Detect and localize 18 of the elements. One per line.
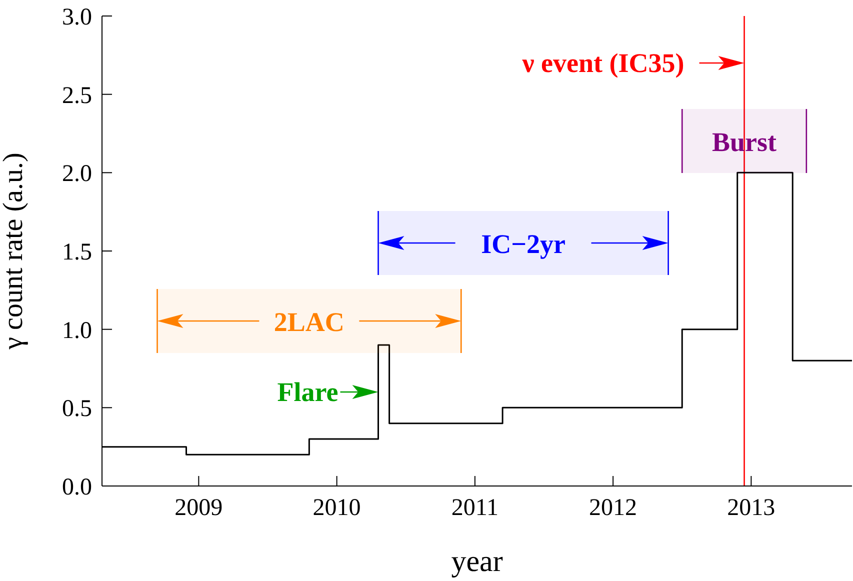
y-tick-label: 0.5: [62, 396, 92, 422]
y-tick-label: 2.0: [62, 161, 92, 188]
y-tick-label: 1.0: [62, 318, 92, 344]
x-axis-title: year: [451, 545, 503, 578]
y-tick-label: 2.5: [62, 82, 92, 109]
band-label: 2LAC: [274, 307, 344, 337]
annotation: Flare: [277, 377, 338, 407]
y-tick-label: 0.0: [62, 474, 92, 501]
y-tick-label: 1.5: [62, 240, 92, 266]
x-tick-label: 2012: [589, 495, 638, 522]
ref-line-label: ν event (IC35): [521, 48, 684, 78]
x-tick-label: 2011: [451, 495, 498, 522]
y-axis-title: γ count rate (a.u.): [0, 152, 29, 350]
x-tick-label: 2013: [727, 495, 776, 522]
y-tick-label: 3.0: [62, 4, 92, 31]
band-label: IC−2yr: [481, 229, 566, 259]
x-tick-label: 2010: [312, 495, 361, 522]
x-tick-label: 2009: [174, 495, 223, 522]
